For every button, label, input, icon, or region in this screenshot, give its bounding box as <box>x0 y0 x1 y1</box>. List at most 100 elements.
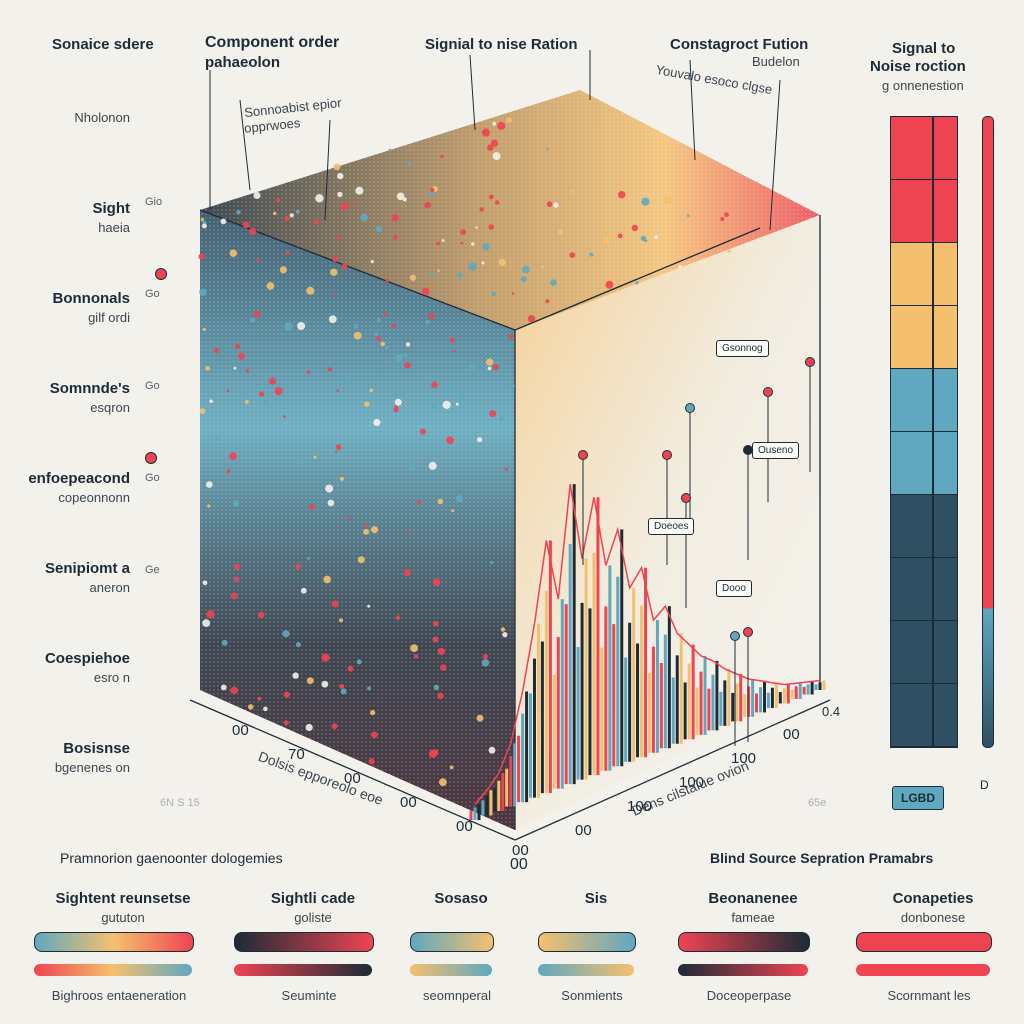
scatter-point <box>502 632 508 638</box>
scatter-point <box>340 476 344 481</box>
bottom-group-caption: Sonmients <box>561 988 623 1003</box>
scatter-point <box>360 213 369 222</box>
bottom-group-sub: goliste <box>294 910 332 925</box>
scatter-point <box>569 252 576 259</box>
scatter-point <box>229 249 237 257</box>
scatter-point <box>545 299 550 304</box>
scatter-point <box>631 224 638 232</box>
scatter-point <box>257 611 265 619</box>
bottom-group-swatch <box>410 932 494 952</box>
drop-marker <box>685 403 695 413</box>
scatter-point <box>347 665 354 672</box>
scatter-point <box>471 242 475 246</box>
left-label-sub: copeonnonn <box>58 490 130 505</box>
scatter-point <box>377 318 381 322</box>
bottom-right-heading: Blind Source Sepration Pramabrs <box>710 850 934 866</box>
scatter-point <box>520 276 527 283</box>
scatter-point <box>654 235 659 239</box>
left-label-sub: esqron <box>90 400 130 415</box>
bottom-group-sub: donbonese <box>900 910 966 925</box>
scatter-point <box>353 331 362 340</box>
chart-3d-surface <box>189 50 831 841</box>
scatter-point <box>205 366 210 371</box>
scatter-point <box>333 163 341 171</box>
y-tick: 00 <box>783 726 800 743</box>
left-label-sub: aneron <box>89 580 130 595</box>
scatter-point <box>437 269 440 273</box>
scatter-point <box>475 226 478 229</box>
colorbar-slider[interactable] <box>982 116 994 748</box>
scatter-point <box>266 282 275 290</box>
x-tick: 00 <box>400 794 417 811</box>
scatter-points <box>198 117 731 787</box>
scatter-point <box>491 291 497 297</box>
scatter-point <box>455 495 463 503</box>
scatter-point <box>284 322 293 331</box>
left-marker-dot <box>145 452 157 464</box>
scatter-point <box>250 317 256 323</box>
scatter-point <box>410 644 418 652</box>
scatter-point <box>468 262 477 271</box>
scatter-point <box>206 610 215 619</box>
scatter-point <box>248 704 254 710</box>
scatter-point <box>424 201 431 209</box>
scatter-point <box>374 332 379 336</box>
bottom-group-swatch-small <box>678 964 808 976</box>
colorbar-divider <box>932 116 934 746</box>
scatter-point <box>489 410 497 418</box>
scatter-point <box>327 499 335 507</box>
scatter-point <box>295 209 300 214</box>
scatter-point <box>433 684 440 691</box>
scatter-point <box>292 672 299 679</box>
scatter-point <box>432 405 436 409</box>
faint-right: 65e <box>808 797 827 809</box>
scatter-point <box>313 219 320 225</box>
scatter-point <box>428 461 437 470</box>
legend-key[interactable]: LGBD <box>892 786 944 810</box>
bottom-group-sub: fameae <box>731 910 775 925</box>
z-tick: Go <box>145 288 160 300</box>
scatter-point <box>498 416 504 422</box>
scatter-point <box>431 381 438 389</box>
scatter-point <box>306 286 315 295</box>
scatter-point <box>444 134 447 138</box>
left-label-sub: Nholonon <box>74 110 130 125</box>
callout-3: Doeoes <box>648 518 695 535</box>
y-tick: 100 <box>679 774 705 791</box>
scatter-point <box>439 664 447 671</box>
scatter-point <box>479 207 484 212</box>
left-label-title: Sight <box>92 200 131 217</box>
bottom-group-swatch-small <box>234 964 372 976</box>
scatter-point <box>323 575 332 584</box>
bottom-group-caption: seomnperal <box>423 988 491 1003</box>
scatter-point <box>492 364 499 371</box>
scatter-point <box>492 121 497 126</box>
colorbar-segment <box>891 306 957 369</box>
scatter-point <box>449 765 454 770</box>
scatter-point <box>557 229 564 235</box>
scatter-point <box>388 148 392 152</box>
scatter-point <box>432 620 439 627</box>
scatter-point <box>341 263 348 270</box>
x-tick: 00 <box>512 842 529 859</box>
bottom-group-swatch <box>678 932 810 952</box>
scatter-point <box>367 604 371 608</box>
drop-marker <box>763 387 773 397</box>
scatter-point <box>328 315 337 324</box>
scatter-point <box>229 452 237 461</box>
scatter-point <box>384 345 389 350</box>
scatter-point <box>238 352 245 360</box>
scatter-point <box>405 342 411 347</box>
scatter-point <box>273 211 277 216</box>
bottom-group-swatch-small <box>34 964 192 976</box>
colorbar-title: Signal to <box>892 40 956 57</box>
bottom-group-caption: Scornmant les <box>887 988 971 1003</box>
scatter-point <box>207 504 211 508</box>
drop-marker <box>662 450 672 460</box>
scatter-point <box>283 720 289 726</box>
component-order-sub: pahaeolon <box>205 54 281 71</box>
bottom-group-title: Sightent reunsetse <box>55 890 191 907</box>
scatter-point <box>253 310 261 318</box>
scatter-point <box>295 563 301 570</box>
scatter-point <box>256 258 261 262</box>
